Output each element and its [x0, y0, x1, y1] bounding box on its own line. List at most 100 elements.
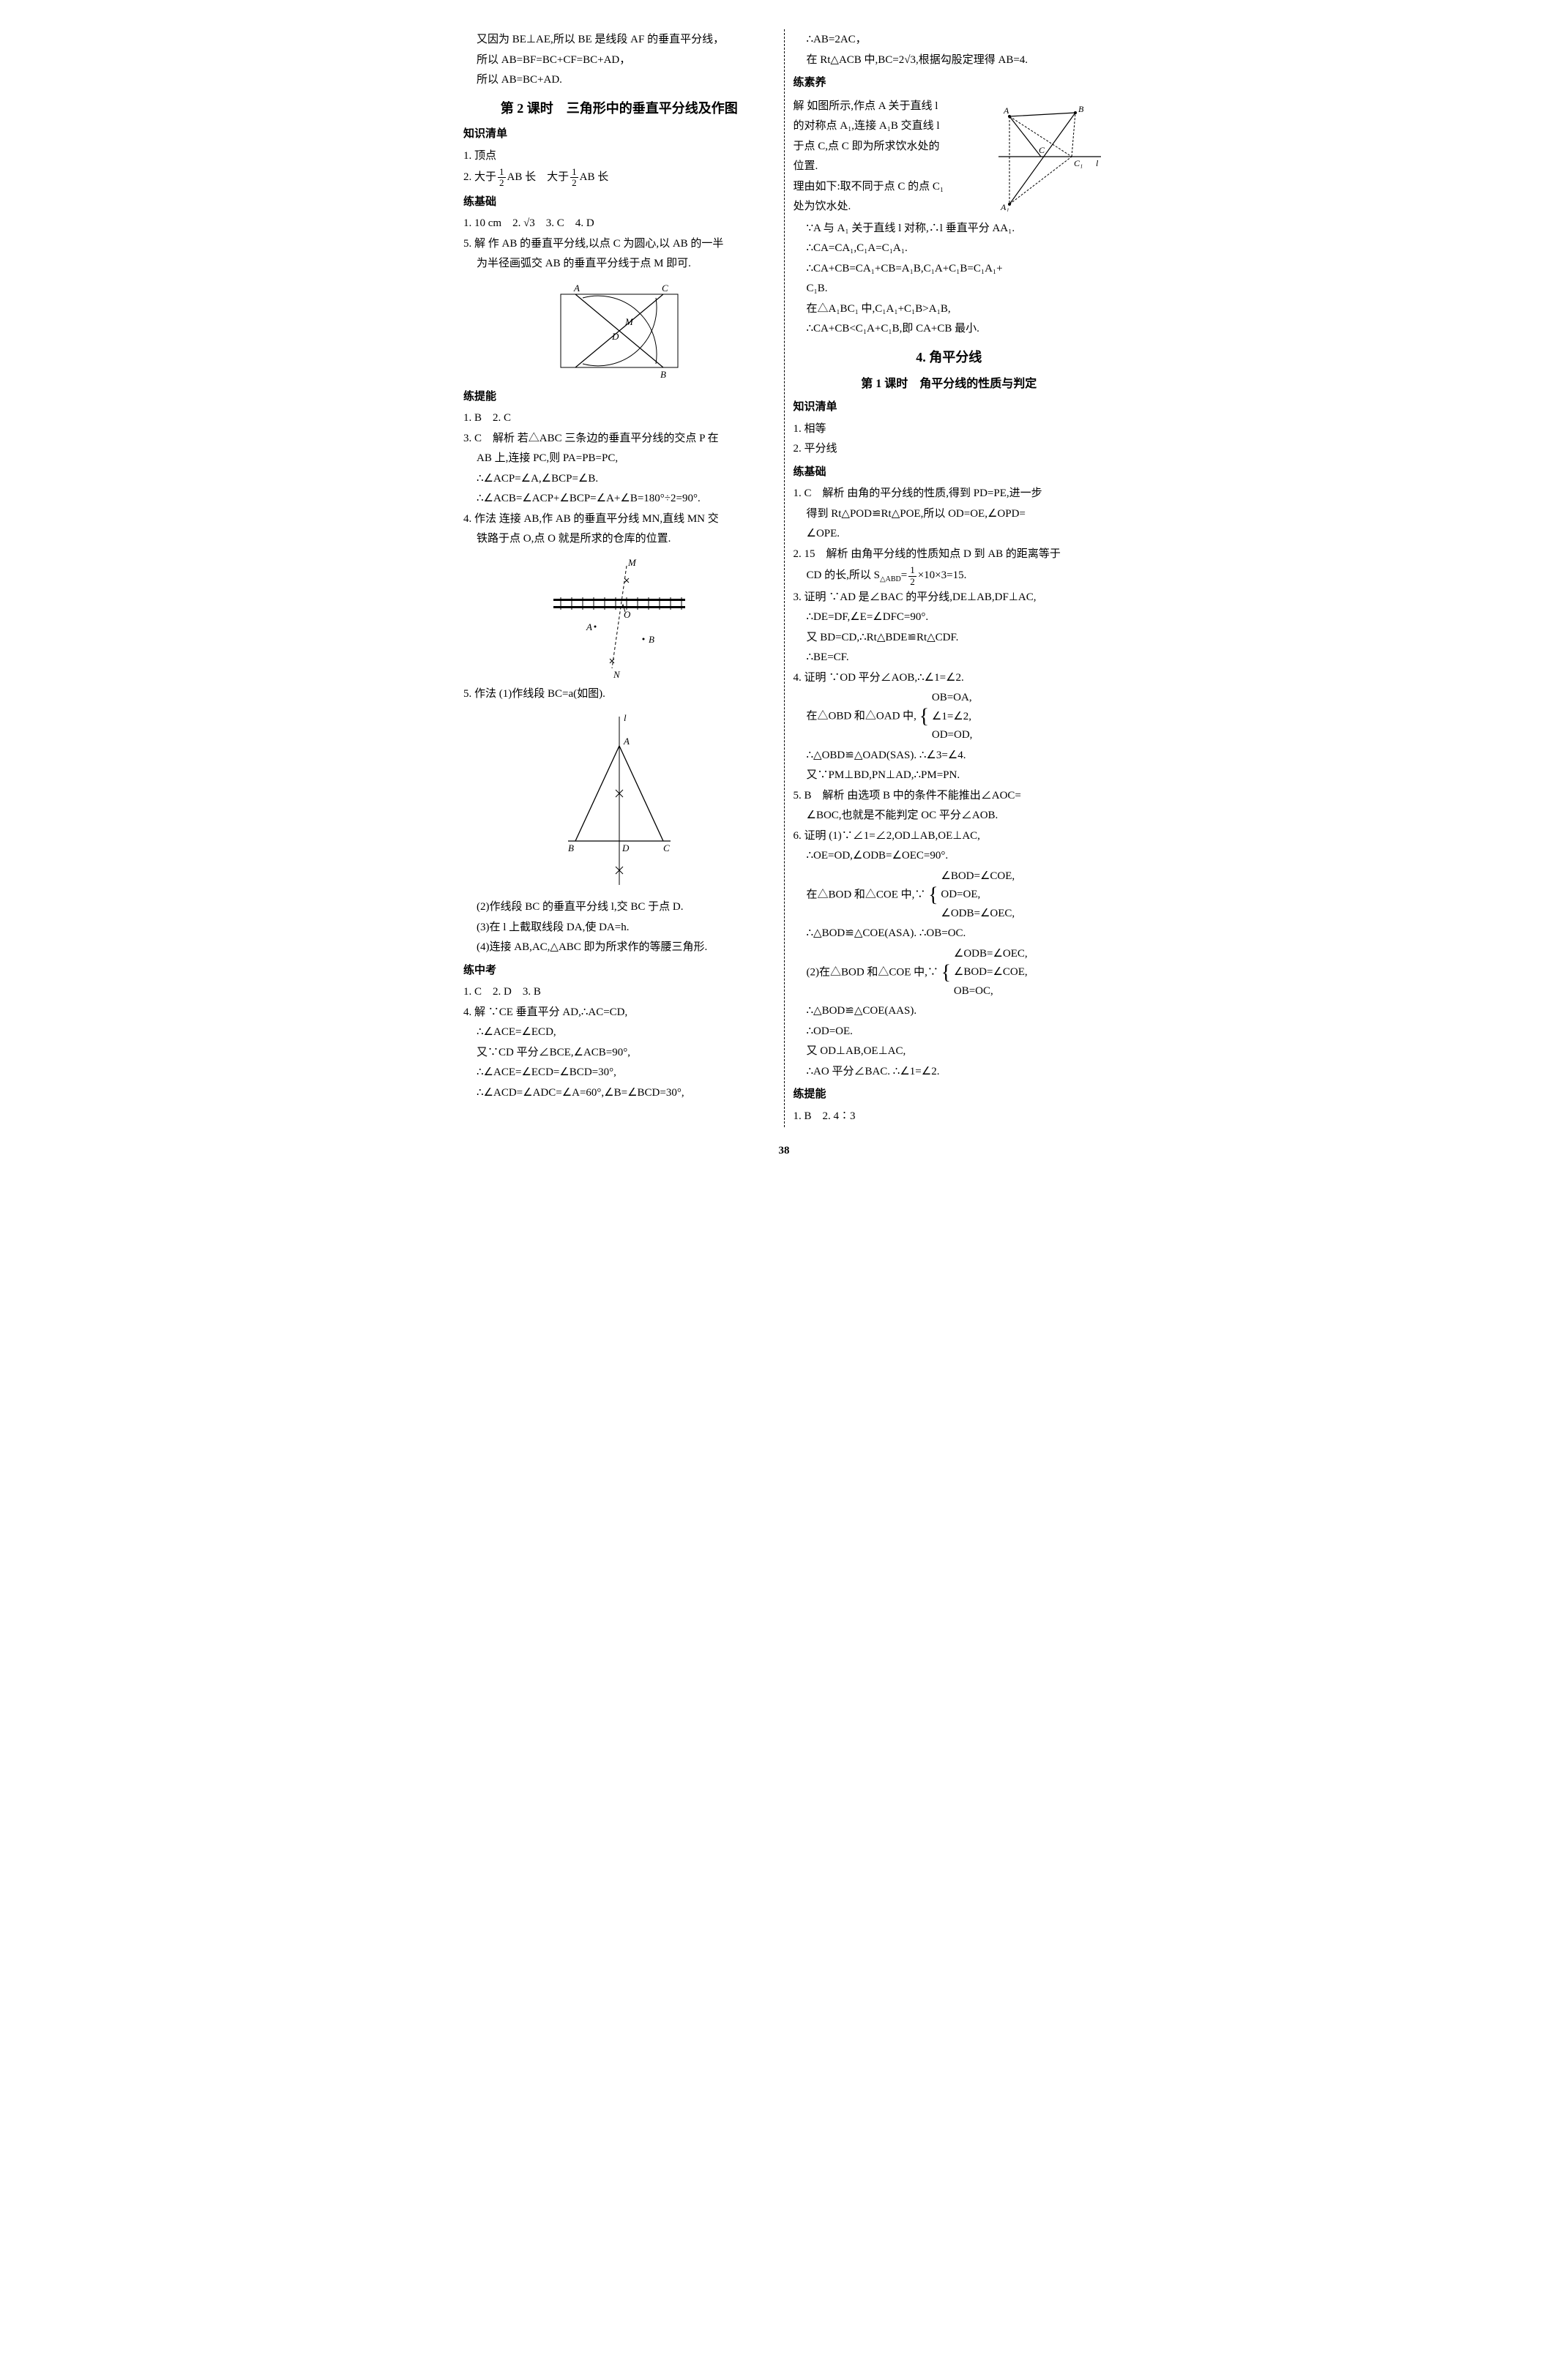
- brace-icon-2: {: [928, 883, 938, 906]
- l2-3a: 3. 证明 ∵AD 是∠BAC 的平分线,DE⊥AB,DF⊥AC,: [794, 588, 1105, 608]
- lzk-answers: 1. C 2. D 3. B: [463, 983, 775, 1002]
- zsqd2-b: AB 长 大于: [507, 171, 570, 183]
- zsqd-item-2: 2. 大于12AB 长 大于12AB 长: [463, 167, 775, 189]
- brace1-r2: ∠1=∠2,: [932, 708, 973, 727]
- l2-2b-pre: CD 的长,所以 S: [807, 570, 880, 582]
- lsy-9: ∴CA+CB=CA₁+CB=A₁B,C₁A+C₁B=C₁A₁+: [794, 260, 1105, 279]
- l2-4a: 4. 证明 ∵OD 平分∠AOB,∴∠1=∠2.: [794, 669, 1105, 688]
- brace1-r1: OB=OA,: [932, 689, 973, 708]
- fig4-label-c: C: [1039, 145, 1045, 155]
- lsy-text-figure-row: 解 如图所示,作点 A 关于直线 l 的对称点 A₁,连接 A₁B 交直线 l …: [794, 96, 1105, 218]
- ljc-5b: 为半径画弧交 AB 的垂直平分线于点 M 即可.: [463, 255, 775, 274]
- lsy-5: 理由如下:取不同于点 C 的点 C₁: [794, 178, 996, 197]
- ljc-answers: 1. 10 cm 2. √3 3. C 4. D: [463, 214, 775, 233]
- zsqd2-a: 2. 大于: [463, 171, 496, 183]
- lsy-7: ∵A 与 A₁ 关于直线 l 对称,∴l 垂直平分 AA₁.: [794, 220, 1105, 239]
- brace-system-3: ∠ODB=∠OEC, ∠BOD=∠COE, OB=OC,: [954, 945, 1028, 1001]
- lzk-4b: ∴∠ACE=∠ECD,: [463, 1023, 775, 1042]
- l2-6a: 6. 证明 (1)∵∠1=∠2,OD⊥AB,OE⊥AC,: [794, 827, 1105, 846]
- fig1-label-c: C: [662, 283, 668, 294]
- lsy-11: 在△A₁BC₁ 中,C₁A₁+C₁B>A₁B,: [794, 300, 1105, 319]
- fig3-label-a: A: [623, 736, 630, 747]
- fig3-label-l: l: [624, 712, 627, 723]
- fig3-label-b: B: [568, 842, 574, 853]
- l2-4c: ∴△OBD≌△OAD(SAS). ∴∠3=∠4.: [794, 747, 1105, 766]
- heading-ltn-2: 练提能: [794, 1085, 1105, 1105]
- fig4-label-a1: A₁: [1000, 202, 1009, 212]
- z2-1: 1. 相等: [794, 420, 1105, 439]
- lsy-2: 的对称点 A₁,连接 A₁B 交直线 l: [794, 117, 996, 136]
- intro-line-1: 又因为 BE⊥AE,所以 BE 是线段 AF 的垂直平分线，: [463, 31, 775, 50]
- lsy-10: C₁B.: [794, 280, 1105, 299]
- ltn2-answers: 1. B 2. 4∶3: [794, 1107, 1105, 1126]
- l2-3d: ∴BE=CF.: [794, 649, 1105, 668]
- brace3-r2: ∠BOD=∠COE,: [954, 963, 1028, 982]
- l2-2a: 2. 15 解析 由角平分线的性质知点 D 到 AB 的距离等于: [794, 545, 1105, 564]
- fig4-label-b: B: [1078, 104, 1084, 114]
- l2-1c: ∠OPE.: [794, 525, 1105, 544]
- heading-ljc-2: 练基础: [794, 463, 1105, 482]
- l2-6g: ∴OD=OE.: [794, 1023, 1105, 1042]
- l2-6c: 在△BOD 和△COE 中,∵ { ∠BOD=∠COE, OD=OE, ∠ODB…: [794, 867, 1105, 924]
- r-line-2: 在 Rt△ACB 中,BC=2√3,根据勾股定理得 AB=4.: [794, 51, 1105, 70]
- fraction-half-3: 12: [908, 565, 916, 587]
- l2-3c: 又 BD=CD,∴Rt△BDE≌Rt△CDF.: [794, 629, 1105, 648]
- l2-4b-pre: 在△OBD 和△OAD 中,: [807, 711, 916, 722]
- ljc-5a: 5. 解 作 AB 的垂直平分线,以点 C 为圆心,以 AB 的一半: [463, 235, 775, 254]
- lsy-6: 处为饮水处.: [794, 198, 996, 217]
- fig1-label-d: D: [611, 331, 619, 342]
- right-column: ∴AB=2AC， 在 Rt△ACB 中,BC=2√3,根据勾股定理得 AB=4.…: [785, 29, 1114, 1127]
- intro-line-2: 所以 AB=BF=BC+CF=BC+AD，: [463, 51, 775, 70]
- brace3-r3: OB=OC,: [954, 982, 1028, 1001]
- fig4-label-l: l: [1096, 158, 1099, 168]
- l2-6i: ∴AO 平分∠BAC. ∴∠1=∠2.: [794, 1063, 1105, 1082]
- left-column: 又因为 BE⊥AE,所以 BE 是线段 AF 的垂直平分线， 所以 AB=BF=…: [455, 29, 785, 1127]
- ltn-3c: ∴∠ACP=∠A,∠BCP=∠B.: [463, 470, 775, 489]
- figure-3-isoceles: l A B D C: [546, 709, 692, 892]
- fig1-label-b: B: [660, 369, 666, 380]
- lsy-3: 于点 C,点 C 即为所求饮水处的: [794, 138, 996, 157]
- figure-4-reflection: A B C C₁ l A₁: [995, 102, 1105, 212]
- l2-4d: 又∵PM⊥BD,PN⊥AD,∴PM=PN.: [794, 766, 1105, 785]
- page-number: 38: [455, 1142, 1113, 1161]
- l2-1b: 得到 Rt△POD≌Rt△POE,所以 OD=OE,∠OPD=: [794, 505, 1105, 524]
- lzk-4e: ∴∠ACD=∠ADC=∠A=60°,∠B=∠BCD=30°,: [463, 1084, 775, 1103]
- l2-5a: 5. B 解析 由选项 B 中的条件不能推出∠AOC=: [794, 787, 1105, 806]
- fig1-label-m: M: [624, 316, 634, 327]
- lzk-4c: 又∵CD 平分∠BCE,∠ACB=90°,: [463, 1044, 775, 1063]
- z2-2: 2. 平分线: [794, 440, 1105, 459]
- l2-6e: (2)在△BOD 和△COE 中,∵ { ∠ODB=∠OEC, ∠BOD=∠CO…: [794, 945, 1105, 1001]
- l2-6f: ∴△BOD≌△COE(AAS).: [794, 1002, 1105, 1021]
- fraction-half-2: 12: [570, 167, 578, 189]
- ltn-answers: 1. B 2. C: [463, 409, 775, 428]
- lesson2-title: 第 2 课时 三角形中的垂直平分线及作图: [463, 97, 775, 120]
- l2-6b: ∴OE=OD,∠ODB=∠OEC=90°.: [794, 847, 1105, 866]
- fig4-label-a: A: [1003, 105, 1009, 116]
- figure-2-railway: M O A B N: [546, 555, 692, 679]
- heading-ltn: 练提能: [463, 388, 775, 407]
- ltn-4b: 铁路于点 O,点 O 就是所求的仓库的位置.: [463, 530, 775, 549]
- lsy-1: 解 如图所示,作点 A 关于直线 l: [794, 97, 996, 116]
- l2-6c-pre: 在△BOD 和△COE 中,∵: [807, 889, 926, 901]
- l2-4b: 在△OBD 和△OAD 中, { OB=OA, ∠1=∠2, OD=OD,: [794, 689, 1105, 745]
- page-container: 又因为 BE⊥AE,所以 BE 是线段 AF 的垂直平分线， 所以 AB=BF=…: [418, 0, 1150, 1183]
- lsy-4: 位置.: [794, 157, 996, 176]
- brace-system-2: ∠BOD=∠COE, OD=OE, ∠ODB=∠OEC,: [941, 867, 1015, 924]
- brace2-r2: OD=OE,: [941, 886, 1015, 905]
- fraction-half-1: 12: [498, 167, 506, 189]
- brace-system-1: OB=OA, ∠1=∠2, OD=OD,: [932, 689, 973, 745]
- brace3-r1: ∠ODB=∠OEC,: [954, 945, 1028, 964]
- brace1-r3: OD=OD,: [932, 726, 973, 745]
- ltn-3a: 3. C 解析 若△ABC 三条边的垂直平分线的交点 P 在: [463, 430, 775, 449]
- lsy-12: ∴CA+CB<C₁A+C₁B,即 CA+CB 最小.: [794, 320, 1105, 339]
- heading-zsqd-2: 知识清单: [794, 398, 1105, 417]
- fig3-label-c: C: [663, 842, 670, 853]
- fig2-label-a: A: [586, 621, 592, 632]
- brace-icon-3: {: [941, 961, 951, 984]
- r-line-1: ∴AB=2AC，: [794, 31, 1105, 50]
- zsqd-item-1: 1. 顶点: [463, 147, 775, 166]
- two-column-layout: 又因为 BE⊥AE,所以 BE 是线段 AF 的垂直平分线， 所以 AB=BF=…: [455, 29, 1113, 1127]
- lesson1-title: 第 1 课时 角平分线的性质与判定: [794, 374, 1105, 394]
- fig2-label-b: B: [649, 634, 654, 645]
- brace2-r3: ∠ODB=∠OEC,: [941, 905, 1015, 924]
